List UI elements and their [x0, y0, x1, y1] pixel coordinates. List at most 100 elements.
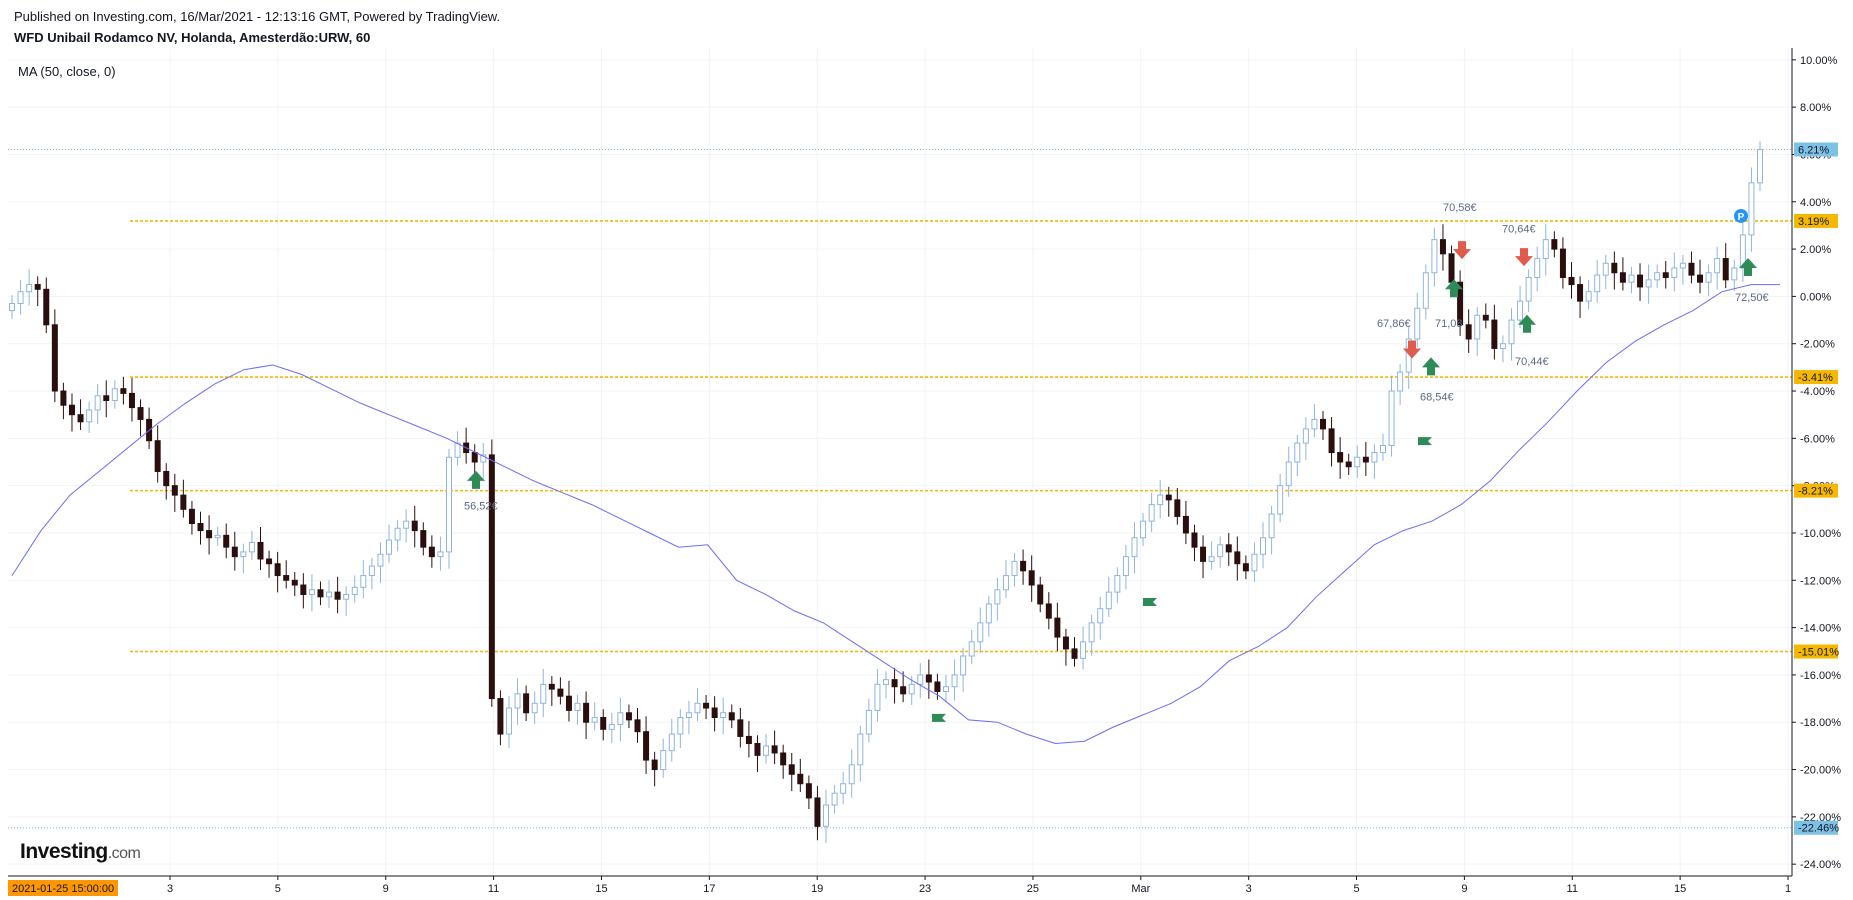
y-tick-labels: 10.00%8.00%6.00%4.00%2.00%0.00%-2.00%-4.… — [1800, 55, 1841, 871]
candle — [925, 659, 932, 699]
y-tick-label: 2.00% — [1800, 244, 1831, 256]
candle-body — [1225, 544, 1232, 553]
candle — [694, 687, 701, 722]
candle-body — [34, 284, 41, 290]
candle — [737, 708, 744, 748]
candle — [1037, 576, 1044, 613]
candle — [1097, 596, 1104, 640]
x-tick-label: 3 — [1246, 883, 1252, 895]
candle-body — [1577, 284, 1584, 302]
candle — [677, 709, 684, 749]
candle-body — [1020, 560, 1027, 572]
candle-body — [480, 454, 487, 463]
candle — [591, 702, 598, 731]
candle-body — [206, 530, 213, 539]
candle — [240, 543, 247, 574]
candle-body — [1611, 262, 1618, 274]
candle — [1320, 411, 1326, 440]
candle-body — [1105, 591, 1112, 610]
price-annotation: 67,86€ — [1377, 318, 1411, 330]
candle-body — [1037, 584, 1044, 605]
candle-body — [677, 716, 684, 735]
candle-body — [1697, 274, 1704, 283]
candle-body — [1200, 546, 1207, 562]
candle-body — [437, 551, 444, 558]
candle-body — [1311, 418, 1318, 430]
candle-body — [951, 674, 958, 688]
candle-body — [240, 551, 247, 558]
candle-body — [154, 440, 161, 472]
candle — [334, 576, 341, 614]
candle — [1080, 626, 1087, 670]
candle-body — [1551, 239, 1558, 250]
sell-arrow-icon — [1515, 248, 1533, 267]
candle-body — [1208, 556, 1215, 562]
y-tick-label: 0.00% — [1800, 291, 1831, 303]
candle-body — [942, 686, 949, 692]
y-tick-label: -20.00% — [1800, 765, 1841, 777]
candle-body — [1354, 456, 1361, 468]
candle — [1748, 167, 1755, 252]
candle-body — [1002, 575, 1009, 591]
candle-body — [1157, 494, 1164, 506]
candle — [685, 700, 692, 735]
candle-body — [343, 593, 350, 600]
price-annotation: 70,44€ — [1515, 356, 1549, 368]
candle — [77, 399, 84, 431]
level-label: -15.01% — [1794, 644, 1839, 659]
axes — [8, 48, 1796, 880]
level-label-text: -22.46% — [1798, 823, 1839, 835]
candle — [197, 511, 204, 545]
x-tick-label: 11 — [488, 883, 499, 895]
candle-body — [1679, 262, 1686, 269]
candle-body — [1140, 520, 1147, 539]
level-label-bg — [1794, 142, 1838, 157]
candle-body — [94, 395, 101, 411]
candle — [857, 725, 864, 782]
y-tick-label: -6.00% — [1800, 433, 1835, 445]
indicator-label[interactable]: MA (50, close, 0) — [18, 64, 116, 79]
candle-body — [643, 731, 650, 761]
candle — [1277, 473, 1284, 523]
candle-body — [1619, 272, 1626, 283]
candle — [248, 530, 255, 561]
buy-arrow-icon — [1518, 314, 1536, 333]
candle — [1542, 224, 1549, 276]
candle-body — [1722, 258, 1729, 281]
candle — [900, 671, 907, 703]
candle — [34, 276, 41, 307]
candle-body — [1757, 148, 1763, 184]
candle — [180, 479, 187, 518]
candle — [780, 744, 787, 779]
candle-body — [754, 743, 761, 756]
candle — [883, 671, 889, 699]
candle-body — [1148, 504, 1155, 522]
candle — [720, 697, 727, 735]
candle — [86, 401, 93, 433]
candle — [1242, 555, 1249, 580]
candle-body — [1448, 253, 1455, 283]
candle-body — [9, 302, 15, 312]
y-tick-label: 4.00% — [1800, 197, 1831, 209]
candle — [703, 695, 710, 720]
candle-body — [1011, 560, 1018, 577]
candle-body — [600, 716, 607, 730]
candle — [1054, 602, 1061, 652]
chart-header: Published on Investing.com, 16/Mar/2021 … — [14, 8, 500, 48]
candle — [454, 431, 461, 466]
candle-body — [565, 695, 572, 711]
candle — [1217, 536, 1224, 568]
candle — [308, 574, 315, 612]
candle — [1688, 251, 1695, 284]
candle-body — [334, 591, 341, 600]
start-date-bg — [8, 880, 118, 896]
candle — [548, 676, 555, 706]
candle — [583, 691, 590, 740]
candle — [1405, 327, 1412, 389]
candle-body — [163, 470, 170, 487]
y-tick-label: -18.00% — [1800, 717, 1841, 729]
candle-body — [1062, 636, 1069, 650]
candle-body — [557, 688, 564, 697]
candle — [1174, 488, 1181, 525]
